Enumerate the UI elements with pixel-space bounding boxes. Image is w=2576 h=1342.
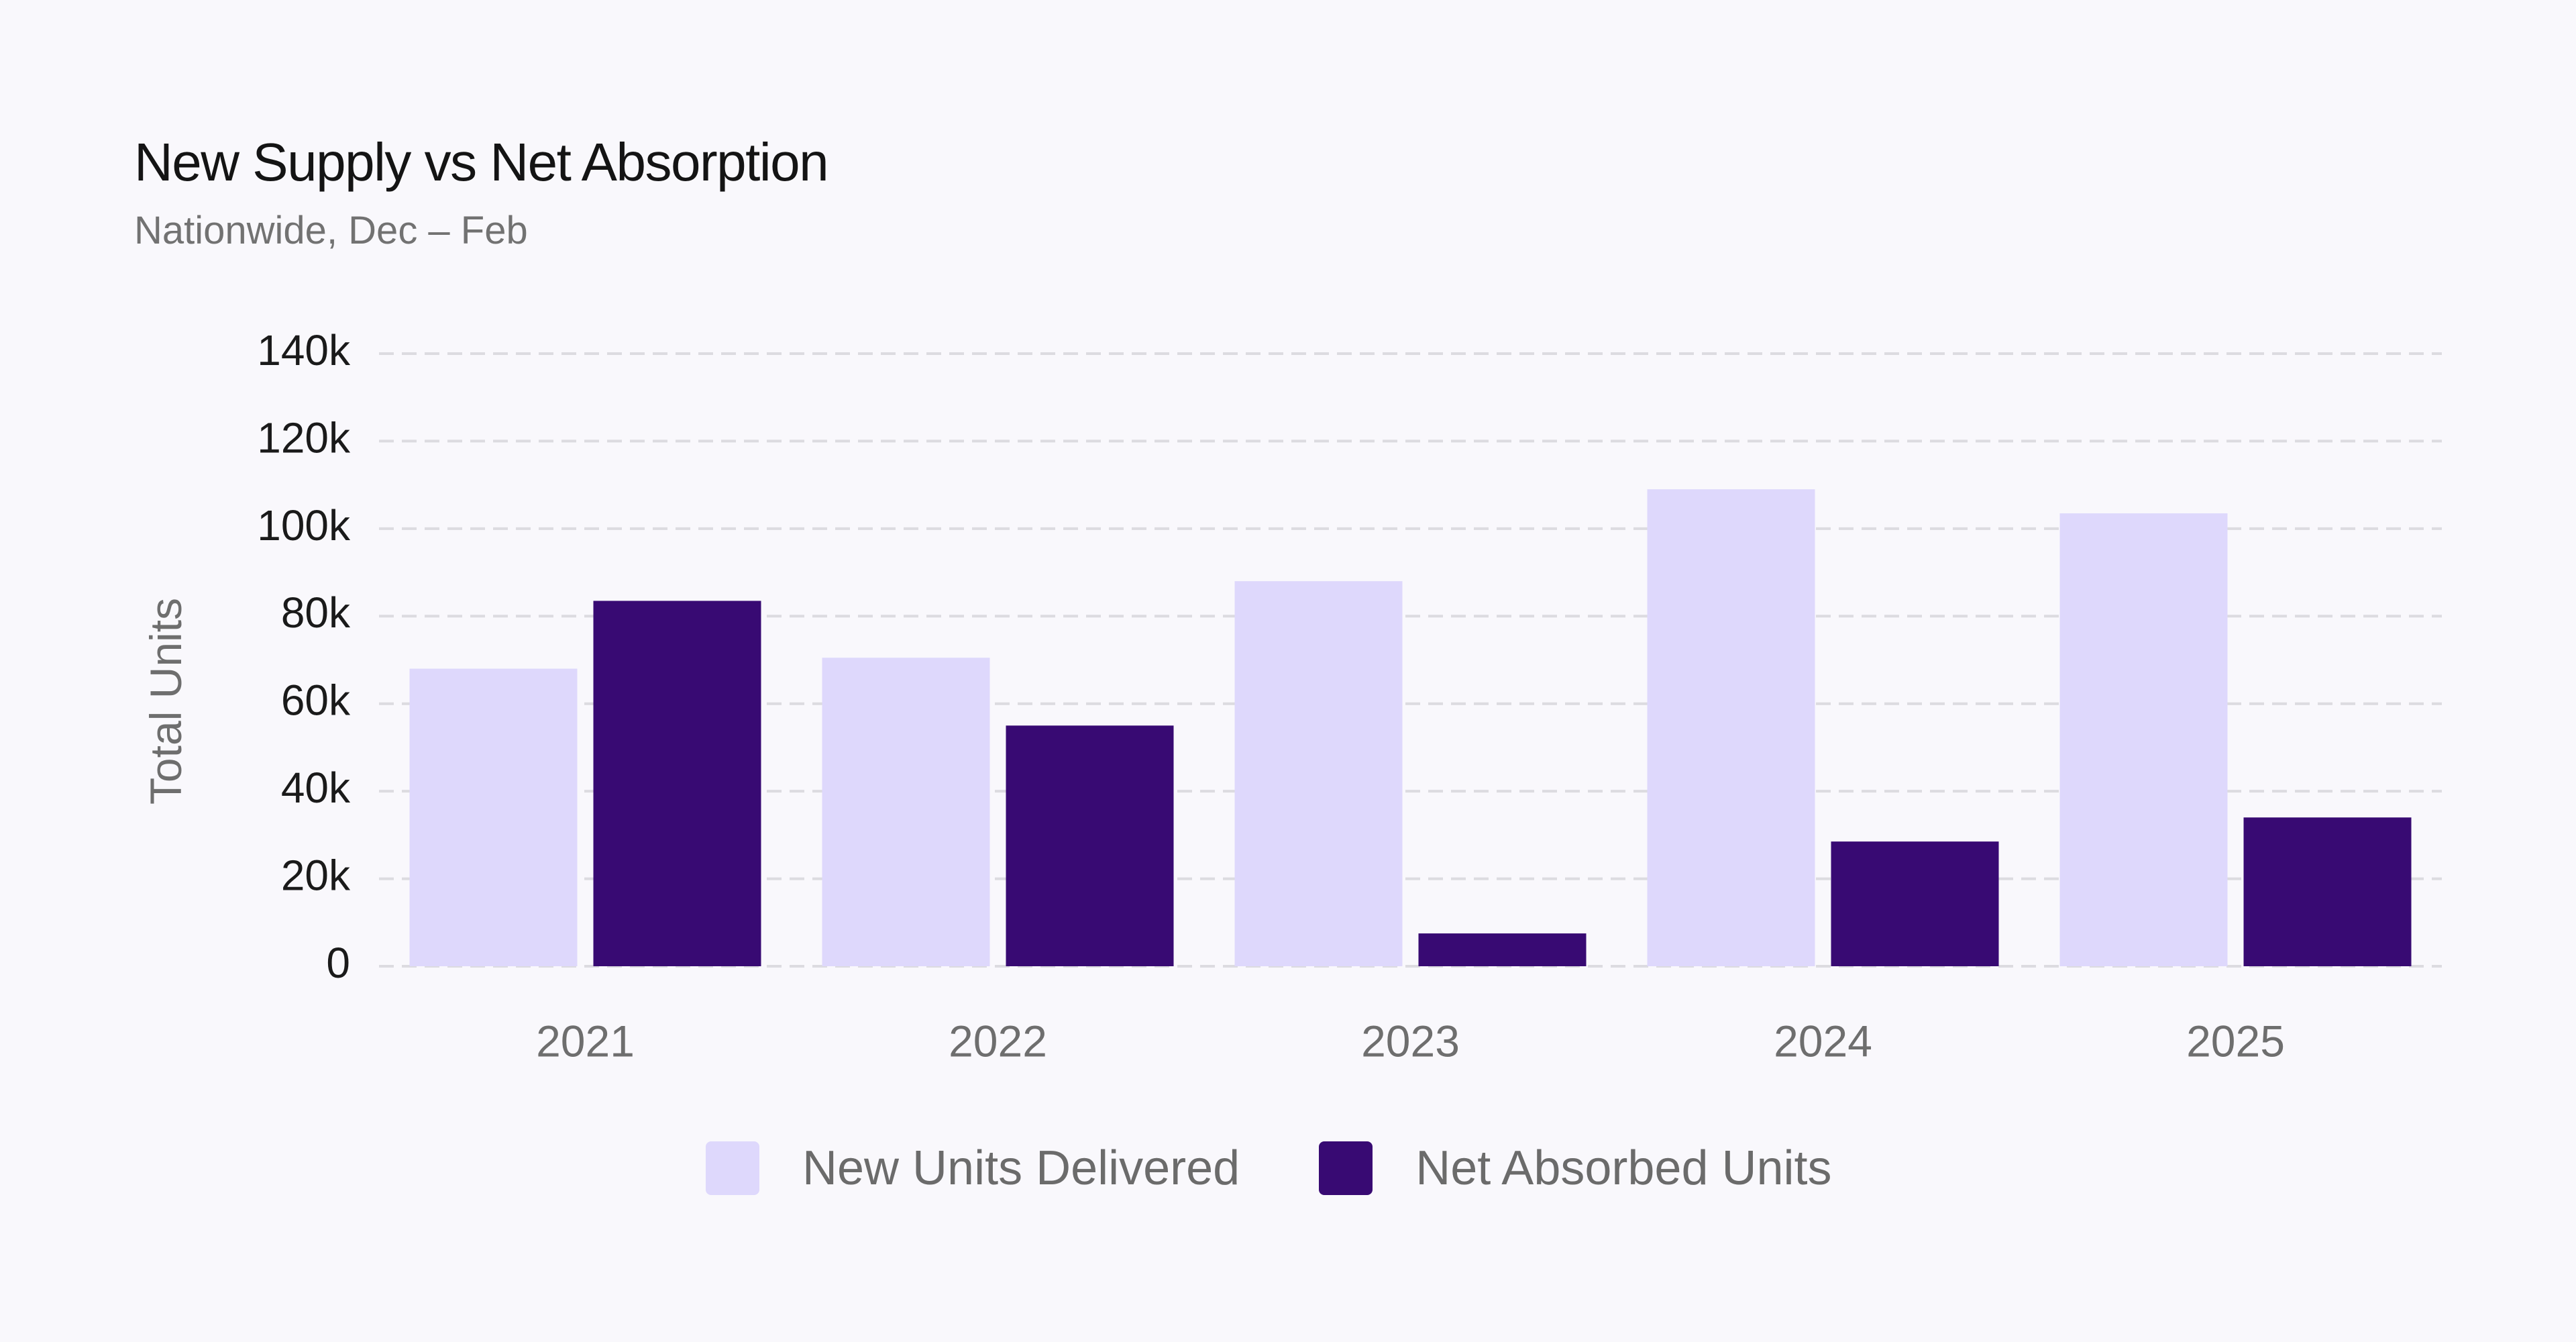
bar-new-units-2021[interactable] [409,668,578,966]
x-axis-ticks: 2021 2022 2023 2024 2025 [536,1016,2285,1066]
y-tick-label: 60k [281,676,351,725]
bar-net-absorbed-2024[interactable] [1831,841,1999,966]
bar-net-absorbed-2021[interactable] [593,601,761,966]
x-tick-label: 2022 [949,1016,1047,1066]
chart-title: New Supply vs Net Absorption [134,132,829,192]
y-tick-label: 20k [281,851,351,899]
legend-swatch-net-absorbed [1319,1141,1373,1195]
y-tick-label: 140k [257,326,351,374]
bar-new-units-2025[interactable] [2059,513,2228,966]
x-tick-label: 2023 [1361,1016,1460,1066]
legend-label-net-absorbed: Net Absorbed Units [1415,1141,1832,1195]
y-tick-label: 100k [257,501,351,550]
x-tick-label: 2024 [1774,1016,1872,1066]
y-axis-ticks: 0 20k 40k 60k 80k 100k 120k 140k [257,326,351,987]
bar-new-units-2022[interactable] [822,658,990,966]
legend-item-new-units[interactable]: New Units Delivered [706,1141,1240,1196]
bar-new-units-2024[interactable] [1647,489,1815,966]
bars [409,489,2412,966]
legend-label-new-units: New Units Delivered [802,1141,1240,1195]
bar-net-absorbed-2022[interactable] [1006,725,1174,966]
bar-new-units-2023[interactable] [1234,581,1403,966]
y-tick-label: 40k [281,764,351,812]
bar-net-absorbed-2025[interactable] [2243,817,2412,966]
legend-swatch-new-units [706,1141,759,1195]
legend-item-net-absorbed[interactable]: Net Absorbed Units [1319,1141,1832,1196]
y-tick-label: 120k [257,413,351,462]
y-axis-title: Total Units [141,598,191,805]
chart-subtitle: Nationwide, Dec – Feb [134,209,528,252]
y-tick-label: 0 [326,939,350,987]
x-tick-label: 2021 [536,1016,635,1066]
x-tick-label: 2025 [2186,1016,2285,1066]
bar-net-absorbed-2023[interactable] [1418,933,1587,966]
y-tick-label: 80k [281,588,351,637]
legend: New Units Delivered Net Absorbed Units [706,1139,1911,1197]
